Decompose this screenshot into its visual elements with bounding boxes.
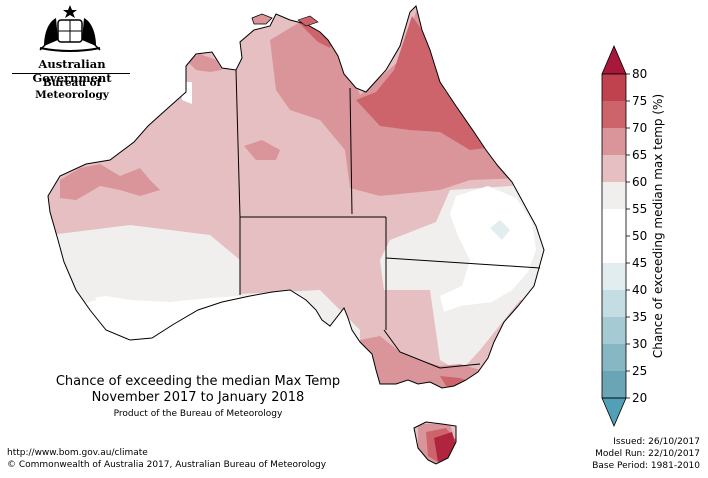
map-title: Chance of exceeding the median Max Temp [55,374,341,389]
legend-tick-label: 55 [632,202,647,216]
logo-divider [12,73,130,74]
legend-arrow-top [601,44,627,75]
issued-date: Issued: 26/10/2017 [613,437,700,447]
coat-of-arms-logo [39,5,101,52]
legend-tick-label: 50 [632,229,647,243]
legend-tick-label: 75 [632,94,647,108]
legend-band-60-65 [602,155,626,182]
legend-band-20-25 [602,371,626,398]
coastline [47,5,545,465]
legend-band-30-35 [602,317,626,344]
legend-band-65-70 [602,128,626,155]
bureau-name: Bureau of Meteorology [35,77,109,101]
legend-tick-label: 35 [632,310,647,324]
legend-tick-label: 40 [632,283,647,297]
legend-band-55-60 [602,182,626,209]
legend-tick-label: 70 [632,121,647,135]
legend-arrow-bottom [601,397,627,428]
legend-colorbar: 80 75 70 65 60 55 50 45 40 35 30 25 20 Chance of exc… [601,44,665,428]
legend-tick-label: 80 [632,67,647,81]
model-run-date: Model Run: 22/10/2017 [595,449,700,459]
legend-tick-label: 25 [632,364,647,378]
map-product-credit: Product of the Bureau of Meteorology [113,409,283,419]
copyright-notice: © Commonwealth of Australia 2017, Austra… [7,460,327,470]
climate-url: http://www.bom.gov.au/climate [7,448,148,458]
legend-band-40-45 [602,263,626,290]
legend-band-50-55 [602,209,626,236]
government-name: Australian Government [32,57,112,85]
legend-band-45-50 [602,236,626,263]
legend-tick-label: 60 [632,175,647,189]
legend-label: Chance of exceeding median max temp (%) [651,94,665,358]
legend-tick-label: 65 [632,148,647,162]
legend-tick-label: 20 [632,391,647,405]
legend-band-70-75 [602,101,626,128]
legend-band-25-30 [602,344,626,371]
legend-band-75-80 [602,74,626,101]
legend-band-35-40 [602,290,626,317]
base-period: Base Period: 1981-2010 [592,461,700,471]
state-borders [235,69,541,369]
legend-tick-label: 30 [632,337,647,351]
legend-tick-label: 45 [632,256,647,270]
map-period: November 2017 to January 2018 [91,390,305,405]
